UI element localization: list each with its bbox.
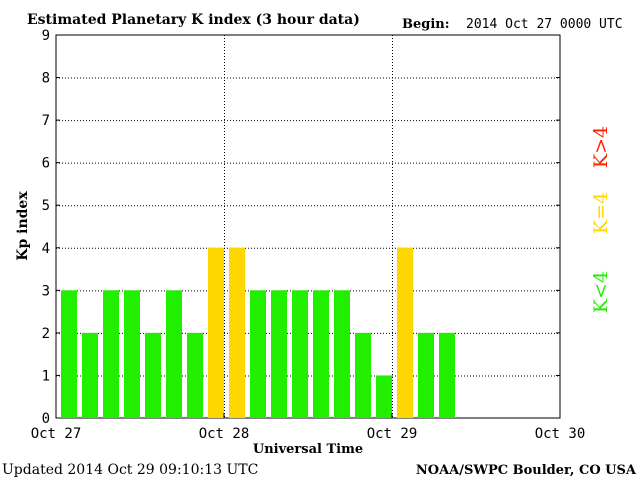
x-axis-ticks: Oct 27 Oct 28 Oct 29 Oct 30 bbox=[31, 413, 586, 442]
x-tick-label: Oct 29 bbox=[367, 426, 418, 442]
kp-bar bbox=[145, 332, 161, 418]
kp-bar bbox=[124, 290, 140, 418]
legend-above: K>4 bbox=[590, 126, 612, 168]
x-tick-label: Oct 27 bbox=[31, 426, 82, 442]
kp-bar bbox=[292, 290, 308, 418]
kp-bar bbox=[334, 290, 350, 418]
kp-bar bbox=[250, 290, 266, 418]
y-axis-label: Kp index bbox=[15, 191, 31, 261]
updated-timestamp: Updated 2014 Oct 29 09:10:13 UTC bbox=[2, 462, 258, 478]
begin-value: 2014 Oct 27 0000 UTC bbox=[466, 17, 623, 32]
source-credit: NOAA/SWPC Boulder, CO USA bbox=[416, 463, 637, 478]
y-axis-ticks: 0 1 2 3 4 5 6 7 8 9 bbox=[42, 28, 560, 427]
y-tick-label: 4 bbox=[42, 241, 50, 257]
kp-bar bbox=[439, 332, 455, 418]
y-tick-label: 3 bbox=[42, 283, 50, 299]
kp-bar bbox=[61, 290, 77, 418]
kp-bar bbox=[187, 332, 203, 418]
legend-equal: K=4 bbox=[590, 192, 612, 234]
kp-bar bbox=[271, 290, 287, 418]
y-tick-label: 0 bbox=[42, 411, 50, 427]
kp-bar bbox=[376, 375, 392, 418]
x-axis-label: Universal Time bbox=[253, 442, 363, 457]
bars bbox=[61, 247, 455, 418]
kp-bar bbox=[208, 247, 224, 418]
y-tick-label: 8 bbox=[42, 71, 50, 87]
kp-bar bbox=[229, 247, 245, 418]
grid-lines bbox=[56, 35, 560, 418]
y-tick-label: 5 bbox=[42, 198, 50, 214]
kp-bar bbox=[166, 290, 182, 418]
legend-below: K<4 bbox=[590, 271, 612, 313]
kp-bar bbox=[397, 247, 413, 418]
x-tick-label: Oct 28 bbox=[199, 426, 250, 442]
y-tick-label: 6 bbox=[42, 156, 50, 172]
kp-bar bbox=[313, 290, 329, 418]
kp-bar bbox=[103, 290, 119, 418]
x-tick-label: Oct 30 bbox=[535, 426, 586, 442]
y-tick-label: 2 bbox=[42, 326, 50, 342]
y-tick-label: 9 bbox=[42, 28, 50, 44]
kp-bar bbox=[418, 332, 434, 418]
kp-bar bbox=[355, 332, 371, 418]
begin-label: Begin: bbox=[402, 17, 450, 32]
y-tick-label: 1 bbox=[42, 368, 50, 384]
kp-bar bbox=[82, 332, 98, 418]
chart-title: Estimated Planetary K index (3 hour data… bbox=[27, 12, 360, 28]
y-tick-label: 7 bbox=[42, 113, 50, 129]
